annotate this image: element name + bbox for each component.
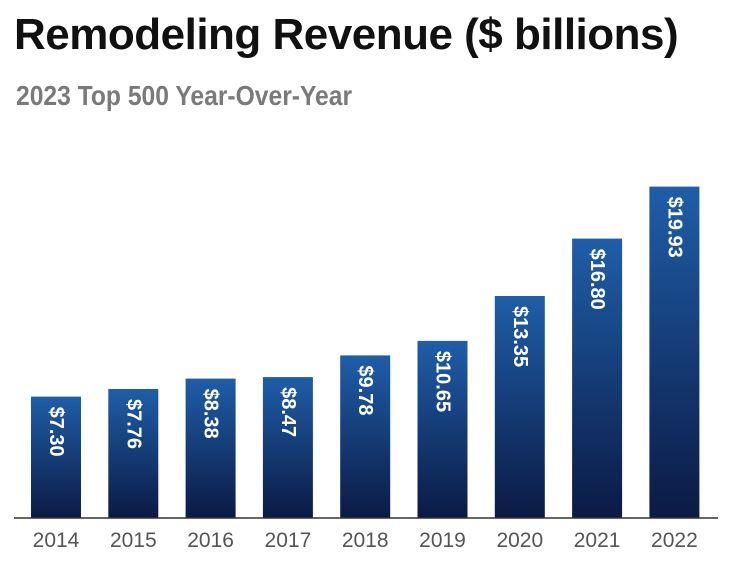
bar-2018: [340, 355, 391, 518]
chart-subtitle: 2023 Top 500 Year-Over-Year: [16, 80, 353, 111]
bar-2021: [572, 238, 623, 518]
x-tick-label: 2018: [342, 529, 389, 552]
bar-2022: [649, 186, 700, 518]
x-tick-label: 2017: [265, 529, 312, 552]
x-tick-label: 2019: [419, 529, 466, 552]
bars-group: $7.30 $7.76 $8.38 $8.47 $9.78 $10.65 $13.35 $16…: [31, 186, 700, 518]
bar-2017: [262, 377, 313, 518]
bar-value-label: $7.76: [122, 399, 144, 449]
x-tick-label: 2016: [187, 529, 234, 552]
x-tick-labels: 2014 2015 2016 2017 2018 2019 2020 2021 2022: [33, 529, 698, 552]
bar-2019: [417, 340, 468, 518]
x-tick-label: 2014: [33, 529, 80, 552]
bar-value-label: $8.47: [277, 387, 299, 437]
bar-value-label: $19.93: [663, 197, 685, 258]
bar-2020: [494, 296, 545, 518]
bar-value-label: $13.35: [509, 306, 531, 367]
bar-2015: [108, 389, 159, 518]
x-tick-label: 2020: [496, 529, 543, 552]
bar-value-label: $7.30: [45, 407, 67, 457]
bar-value-label: $16.80: [586, 249, 608, 310]
x-tick-label: 2021: [574, 529, 621, 552]
x-tick-label: 2022: [651, 529, 698, 552]
chart-title: Remodeling Revenue ($ billions): [14, 10, 679, 59]
bar-value-label: $9.78: [354, 365, 376, 415]
x-tick-label: 2015: [110, 529, 157, 552]
bar-value-label: $10.65: [432, 351, 454, 412]
bar-value-label: $8.38: [200, 389, 222, 439]
bar-2014: [31, 396, 81, 518]
bar-2016: [185, 378, 236, 518]
